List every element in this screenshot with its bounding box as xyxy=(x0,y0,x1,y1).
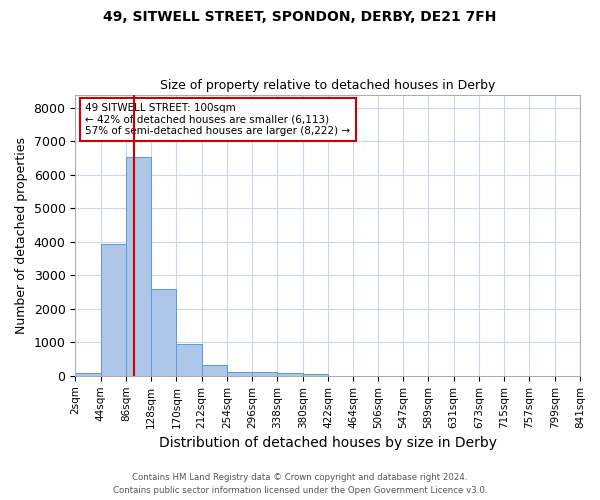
Title: Size of property relative to detached houses in Derby: Size of property relative to detached ho… xyxy=(160,79,496,92)
Bar xyxy=(227,372,252,376)
Bar xyxy=(176,344,202,376)
Bar xyxy=(75,374,101,376)
Bar xyxy=(101,244,126,376)
Text: 49, SITWELL STREET, SPONDON, DERBY, DE21 7FH: 49, SITWELL STREET, SPONDON, DERBY, DE21… xyxy=(103,10,497,24)
Bar xyxy=(302,374,328,376)
Bar xyxy=(277,374,302,376)
Bar xyxy=(151,289,176,376)
Y-axis label: Number of detached properties: Number of detached properties xyxy=(15,136,28,334)
Bar xyxy=(126,156,151,376)
Text: 49 SITWELL STREET: 100sqm
← 42% of detached houses are smaller (6,113)
57% of se: 49 SITWELL STREET: 100sqm ← 42% of detac… xyxy=(85,103,350,136)
Text: Contains HM Land Registry data © Crown copyright and database right 2024.
Contai: Contains HM Land Registry data © Crown c… xyxy=(113,474,487,495)
Bar xyxy=(202,366,227,376)
X-axis label: Distribution of detached houses by size in Derby: Distribution of detached houses by size … xyxy=(158,436,497,450)
Bar xyxy=(252,372,277,376)
